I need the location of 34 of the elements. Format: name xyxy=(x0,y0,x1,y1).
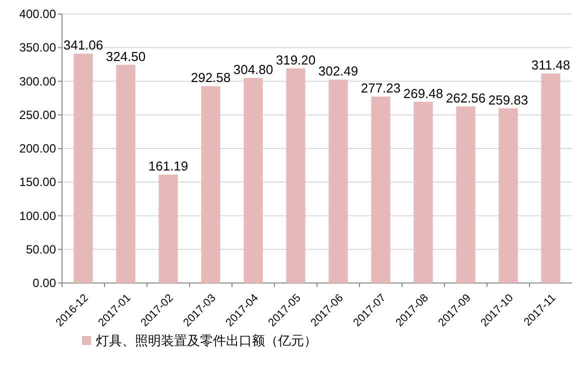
y-tick-label: 300.00 xyxy=(19,74,56,88)
data-label: 324.50 xyxy=(106,48,146,64)
y-tick-label: 400.00 xyxy=(19,7,56,21)
data-label: 341.06 xyxy=(63,38,104,53)
bar xyxy=(371,96,390,283)
data-label: 269.48 xyxy=(403,86,444,101)
y-tick-label: 0.00 xyxy=(32,276,56,290)
data-label: 302.49 xyxy=(318,64,358,79)
data-label: 319.20 xyxy=(276,52,316,68)
bar xyxy=(244,78,263,283)
y-tick-label: 200.00 xyxy=(19,142,56,156)
bar xyxy=(201,86,220,283)
legend-label: 灯具、照明装置及零件出口额（亿元） xyxy=(96,333,317,348)
bar xyxy=(286,68,306,283)
data-label: 292.58 xyxy=(190,70,231,86)
y-tick-label: 150.00 xyxy=(19,175,56,190)
bar xyxy=(498,108,518,283)
bar xyxy=(414,102,433,283)
y-tick-label: 350.00 xyxy=(19,40,56,55)
bar xyxy=(541,74,560,283)
data-label: 161.19 xyxy=(148,158,188,174)
data-label: 304.80 xyxy=(233,62,274,78)
bar xyxy=(74,54,93,283)
data-label: 311.48 xyxy=(531,58,570,73)
bar xyxy=(116,64,136,283)
y-tick-label: 50.00 xyxy=(26,242,56,256)
bar xyxy=(328,80,348,283)
bar xyxy=(158,174,178,283)
y-tick-label: 100.00 xyxy=(19,208,56,223)
y-tick-label: 250.00 xyxy=(19,108,56,122)
data-label: 259.83 xyxy=(488,92,528,108)
data-label: 277.23 xyxy=(360,80,401,96)
bar xyxy=(456,106,476,283)
data-label: 262.56 xyxy=(446,90,486,106)
